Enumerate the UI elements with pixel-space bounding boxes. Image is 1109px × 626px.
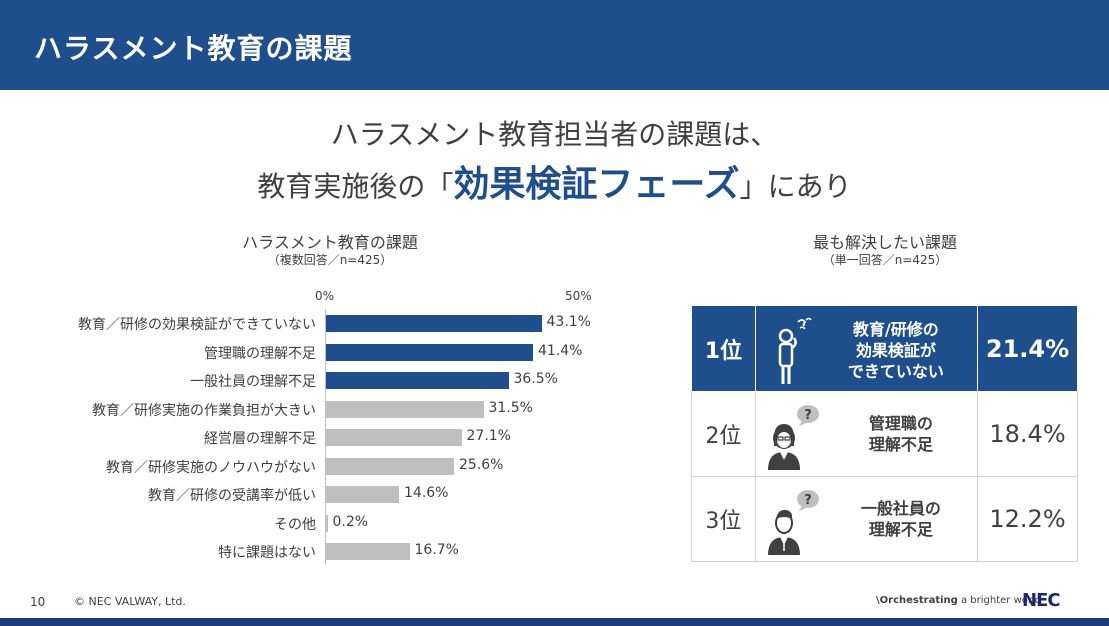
bar-category-label: その他 [274,516,316,533]
ranking-row: 3位 ? 一般社員の 理解不足 12.2% [691,476,1078,562]
bar-value-label: 16.7% [414,542,459,558]
tagline-bold: \Orchestrating [876,595,958,606]
bar [326,400,484,418]
page-number: 10 [30,595,46,609]
bar-value-label: 27.1% [466,428,511,444]
bar [326,315,542,332]
headline-prefix: 教育実施後の「 [257,170,454,203]
chart-subtitle: （複数回答／n=425） [267,253,393,267]
desc-line: 理解不足 [868,434,933,454]
svg-text:?: ? [804,493,812,508]
employee-question-icon: ? [762,483,834,557]
rank-percent: 12.2% [977,476,1078,562]
headline-line1: ハラスメント教育担当者の課題は、 [330,118,779,151]
rank-percent: 21.4% [977,305,1078,392]
bar-value-label: 0.2% [332,513,369,530]
bar-value-label: 43.1% [546,314,591,330]
rank-percent: 18.4% [977,391,1078,477]
manager-question-icon: ? [762,398,834,472]
desc-line: 管理職の [868,414,933,433]
rank-label: 3位 [691,476,756,562]
bar-value-label: 36.5% [513,371,558,387]
bar-value-label: 41.4% [538,342,583,359]
bar [326,457,454,475]
rank-label: 1位 [691,305,756,392]
rank-description-text: 教育/研修の 効果検証が できていない [826,320,966,382]
slide-title: ハラスメント教育の課題 [34,32,353,65]
bar-value-label: 14.6% [404,485,449,501]
ranking-row: 2位 ? 管理職の 理解不足 [691,391,1078,477]
bar [326,543,410,560]
thinking-person-icon [762,312,834,386]
desc-line: 理解不足 [868,519,933,539]
bar-category-label: 一般社員の理解不足 [190,374,316,390]
rank-description: ? 管理職の 理解不足 [754,391,979,477]
headline-suffix: 」にあり [739,170,852,203]
bar-category-label: 特に課題はない [218,545,316,561]
desc-line: 効果検証が [855,340,936,360]
headline-emphasis: 効果検証フェーズ [453,164,740,205]
bar-category-label: 教育／研修実施のノウハウがない [106,459,316,476]
bar-category-label: 管理職の理解不足 [204,345,316,362]
copyright: © NEC VALWAY, Ltd. [74,595,186,608]
bar-category-label: 教育／研修の受講率が低い [148,488,316,504]
ranking-table: 1位 教育/研修の 効果検証が できていない 21.4% [691,305,1078,562]
bar [326,486,399,503]
rank-label: 2位 [691,391,756,477]
rank-description: 教育/研修の 効果検証が できていない [754,305,979,392]
bar [326,372,509,389]
ranking-row: 1位 教育/研修の 効果検証が できていない 21.4% [691,305,1078,392]
nec-logo: NEC [1022,590,1061,611]
footer-stripe [0,618,1109,626]
bar [326,343,533,361]
bar-category-label: 教育／研修の効果検証ができていない [78,317,316,333]
ranking-title: 最も解決したい課題 [812,233,957,252]
bar-value-label: 25.6% [459,456,504,473]
bar-value-label: 31.5% [488,399,533,416]
tagline: \Orchestrating a brighter world [876,595,1041,606]
rank-description-text: 一般社員の 理解不足 [836,499,966,541]
bar [326,514,328,532]
rank-description: ? 一般社員の 理解不足 [754,476,979,562]
desc-line: 一般社員の [860,499,941,518]
bar-category-label: 教育／研修実施の作業負担が大きい [92,402,316,419]
x-tick-label-0: 0% [315,289,335,303]
x-tick-label-50: 50% [565,289,592,303]
desc-line: 教育/研修の [852,320,939,339]
chart-axis-line [325,309,326,564]
bar [326,429,462,446]
ranking-subtitle: （単一回答／n=425） [822,253,948,267]
chart-title: ハラスメント教育の課題 [242,233,418,252]
desc-line: できていない [847,361,944,381]
headline-line2: 教育実施後の「効果検証フェーズ」にあり [0,155,1109,207]
svg-text:?: ? [804,408,812,423]
tagline-rest: a brighter world [957,595,1042,606]
header-bar [0,0,1109,90]
bar-category-label: 経営層の理解不足 [204,431,316,447]
rank-description-text: 管理職の 理解不足 [836,414,966,456]
